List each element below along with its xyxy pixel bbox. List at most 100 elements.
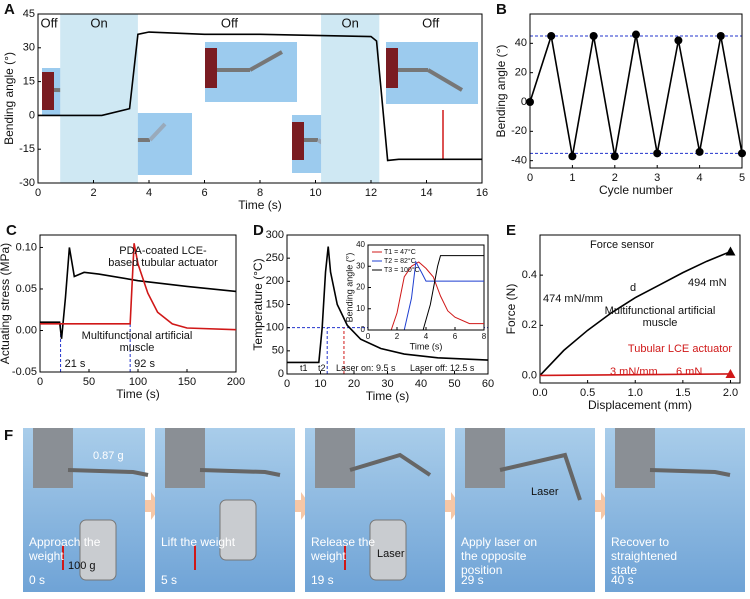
series-line <box>368 261 484 331</box>
x-tick-label: 6 <box>453 332 458 341</box>
y-tick-label: -40 <box>511 155 527 167</box>
x-tick-label: 0.0 <box>532 387 547 399</box>
panel-letter: D <box>253 222 264 239</box>
x-tick-label: 0 <box>35 187 41 199</box>
series-line <box>539 250 731 377</box>
x-tick-label: 3 <box>654 172 660 184</box>
clamp <box>465 428 505 488</box>
x-tick-label: 20 <box>348 378 360 390</box>
y-axis-label: Bending angle (°) <box>494 45 508 138</box>
x-tick-label: 14 <box>420 187 432 199</box>
x-tick-label: 0 <box>527 172 533 184</box>
y-tick-label: 300 <box>266 229 284 241</box>
y-axis-label: Actuating stress (MPa) <box>0 243 12 364</box>
series-line <box>287 246 489 364</box>
series-label: Tubular LCE actuator <box>627 343 733 355</box>
annotation: 474 mN/mm <box>543 293 603 305</box>
legend-label: T2 = 82°C <box>384 257 416 265</box>
y-tick-label: -0.05 <box>12 366 37 378</box>
series-label: PDA-coated LCE-based tubular actuator <box>108 245 218 269</box>
y-tick-label: 10 <box>356 304 365 313</box>
annotation: Force sensor <box>590 239 655 251</box>
series-line <box>368 255 484 331</box>
x-axis-label: Time (s) <box>116 387 160 401</box>
y-axis-label: Temperature (°C) <box>251 258 265 350</box>
x-tick-label: 60 <box>482 378 494 390</box>
y-tick-label: 0.00 <box>16 324 37 336</box>
y-tick-label: 150 <box>266 298 284 310</box>
x-tick-label: 1.0 <box>628 387 643 399</box>
series-label: Multifunctional artificial muscle <box>604 305 716 329</box>
y-tick-label: 45 <box>23 8 35 20</box>
legend-label: T3 = 100°C <box>384 266 420 274</box>
series-line <box>40 243 237 331</box>
point <box>589 32 598 40</box>
region <box>321 14 380 183</box>
sequence-arrow <box>295 492 311 520</box>
caption: Approach the weight <box>29 535 101 563</box>
weight <box>219 499 257 561</box>
clamp <box>315 428 355 488</box>
annotation: t2 <box>318 363 326 373</box>
series-line <box>529 34 743 157</box>
y-tick-label: 0.10 <box>16 241 37 253</box>
x-tick-label: 200 <box>227 376 245 388</box>
actuator <box>499 452 582 501</box>
region-label: On <box>90 15 107 30</box>
panel-letter: C <box>6 222 17 239</box>
x-tick-label: 4 <box>146 187 152 199</box>
series-line <box>38 31 482 162</box>
series-line <box>539 373 731 377</box>
y-tick-label: 15 <box>23 76 35 88</box>
x-tick-label: 50 <box>83 376 95 388</box>
x-tick-label: 0 <box>284 378 290 390</box>
x-tick-label: 12 <box>365 187 377 199</box>
x-tick-label: 0.5 <box>580 387 595 399</box>
region-label: On <box>342 15 359 30</box>
annotation: Laser on: 9.5 s <box>336 363 396 373</box>
actuator <box>649 468 731 477</box>
y-tick-label: 0.2 <box>522 319 537 331</box>
end-marker <box>725 368 736 378</box>
x-tick-label: 10 <box>314 378 326 390</box>
x-tick-label: 150 <box>178 376 196 388</box>
x-tick-label: 1 <box>569 172 575 184</box>
time-label: 5 s <box>161 573 178 587</box>
y-tick-label: 30 <box>23 42 35 54</box>
y-tick-label: -15 <box>19 143 35 155</box>
x-tick-label: 2 <box>90 187 96 199</box>
note: 0.87 g <box>93 450 124 462</box>
y-tick-label: 100 <box>266 322 284 334</box>
y-axis-label: Bending angle (°) <box>2 52 16 145</box>
region-label: Off <box>221 15 238 30</box>
x-axis-label: Time (s) <box>366 389 410 403</box>
sequence-arrow <box>445 492 461 520</box>
actuator <box>199 468 281 477</box>
y-axis-label: Bending angle (°) <box>344 253 354 323</box>
caption: Recover to straightened state <box>611 535 678 577</box>
point <box>610 152 619 161</box>
x-axis-label: Cycle number <box>599 183 673 197</box>
y-tick-label: 40 <box>515 37 527 49</box>
y-tick-label: 0.4 <box>522 269 537 281</box>
photo <box>386 42 478 104</box>
y-tick-label: 40 <box>356 240 365 249</box>
weight <box>79 519 117 581</box>
y-tick-label: 0 <box>29 109 35 121</box>
panel-letter: F <box>4 427 13 444</box>
x-axis-label: Displacement (mm) <box>588 398 692 412</box>
y-tick-label: -20 <box>511 125 527 137</box>
note: Laser <box>377 548 405 560</box>
time-label: 0 s <box>29 573 46 587</box>
annotation: d <box>630 282 637 294</box>
clamp <box>165 428 205 488</box>
guide-label: 92 s <box>134 358 155 370</box>
note: Laser <box>531 486 559 498</box>
guide-label: 21 s <box>65 358 86 370</box>
x-tick-label: 100 <box>129 376 147 388</box>
point <box>716 32 725 40</box>
plot-frame <box>539 234 741 384</box>
x-tick-label: 50 <box>448 378 460 390</box>
point <box>738 149 746 158</box>
